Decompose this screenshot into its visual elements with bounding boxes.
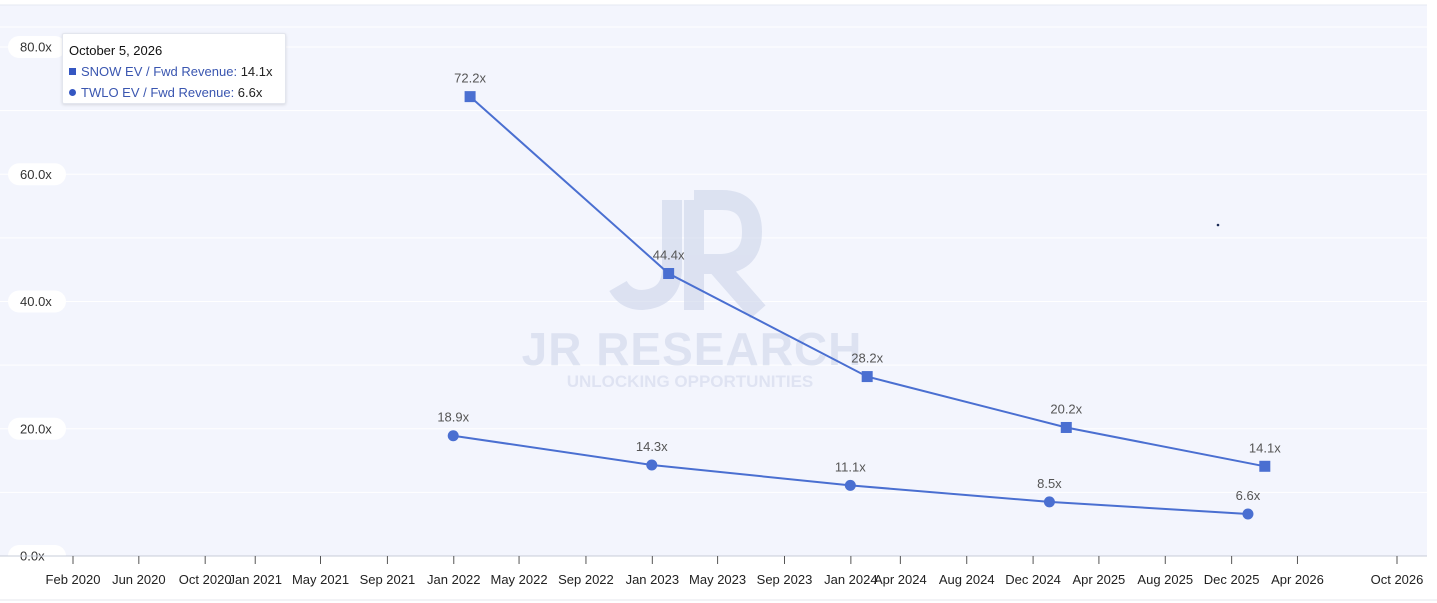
x-tick-label: Apr 2026 <box>1271 572 1324 587</box>
tooltip-row-twlo: TWLO EV / Fwd Revenue: 6.6x <box>69 82 285 103</box>
data-label: 28.2x <box>851 351 883 366</box>
data-label: 72.2x <box>454 71 486 86</box>
cursor-dot <box>1216 223 1220 227</box>
data-point-square <box>663 268 675 280</box>
data-point-square <box>1259 460 1271 472</box>
x-tick-label: Sep 2021 <box>360 572 416 587</box>
x-tick-label: Oct 2020 <box>179 572 232 587</box>
data-label: 14.1x <box>1249 440 1281 455</box>
watermark-tagline: UNLOCKING OPPORTUNITIES <box>567 372 814 391</box>
x-tick-label: Oct 2026 <box>1371 572 1424 587</box>
tooltip-series-name: TWLO EV / Fwd Revenue <box>81 85 231 100</box>
x-tick-label: Jan 2023 <box>626 572 680 587</box>
watermark-jr-icon <box>609 190 766 319</box>
x-tick-label: Sep 2022 <box>558 572 614 587</box>
y-tick-background <box>8 163 66 186</box>
square-marker-icon <box>69 68 76 75</box>
x-tick-label: Jan 2021 <box>228 572 282 587</box>
x-tick-label: Aug 2025 <box>1137 572 1193 587</box>
data-label: 44.4x <box>653 248 685 263</box>
y-tick-label: 60.0x <box>20 167 52 182</box>
data-label: 18.9x <box>437 410 469 425</box>
x-tick-label: Jan 2022 <box>427 572 481 587</box>
x-tick-label: Jun 2020 <box>112 572 166 587</box>
data-point-square <box>1060 421 1072 433</box>
y-tick-background <box>8 417 66 440</box>
data-point-circle <box>844 479 856 491</box>
data-label: 11.1x <box>835 459 866 474</box>
chart-tooltip: October 5, 2026 SNOW EV / Fwd Revenue: 1… <box>62 33 286 104</box>
x-tick-label: Apr 2025 <box>1073 572 1126 587</box>
y-tick-background <box>8 290 66 313</box>
x-tick-label: Apr 2024 <box>874 572 927 587</box>
data-point-circle <box>1242 508 1254 520</box>
x-tick-label: Feb 2020 <box>46 572 101 587</box>
y-tick-label: 80.0x <box>20 40 52 55</box>
x-tick-label: Dec 2025 <box>1204 572 1260 587</box>
y-tick-label: 40.0x <box>20 294 52 309</box>
x-tick-label: Sep 2023 <box>757 572 813 587</box>
data-point-square <box>464 91 476 103</box>
data-label: 6.6x <box>1236 488 1261 503</box>
data-point-circle <box>447 430 459 442</box>
y-tick-background <box>8 36 66 58</box>
x-tick-label: Jan 2024 <box>824 572 878 587</box>
x-tick-label: Aug 2024 <box>939 572 995 587</box>
tooltip-series-value: 6.6x <box>237 85 263 100</box>
data-point-circle <box>1043 496 1055 508</box>
data-point-circle <box>646 459 658 471</box>
data-label: 20.2x <box>1050 401 1082 416</box>
tooltip-series-name: SNOW EV / Fwd Revenue <box>81 64 234 79</box>
tooltip-date: October 5, 2026 <box>69 43 163 58</box>
x-tick-label: Dec 2024 <box>1005 572 1061 587</box>
tooltip-row-snow: SNOW EV / Fwd Revenue: 14.1x <box>69 61 285 82</box>
data-label: 14.3x <box>636 439 668 454</box>
data-label: 8.5x <box>1037 476 1062 491</box>
x-tick-label: May 2021 <box>292 572 349 587</box>
x-tick-label: May 2022 <box>491 572 548 587</box>
y-tick-label: 20.0x <box>20 421 52 436</box>
circle-marker-icon <box>69 89 76 96</box>
x-tick-label: May 2023 <box>689 572 746 587</box>
watermark-title: JR RESEARCH <box>522 323 863 375</box>
data-point-square <box>861 371 873 383</box>
tooltip-series-value: 14.1x <box>240 64 273 79</box>
